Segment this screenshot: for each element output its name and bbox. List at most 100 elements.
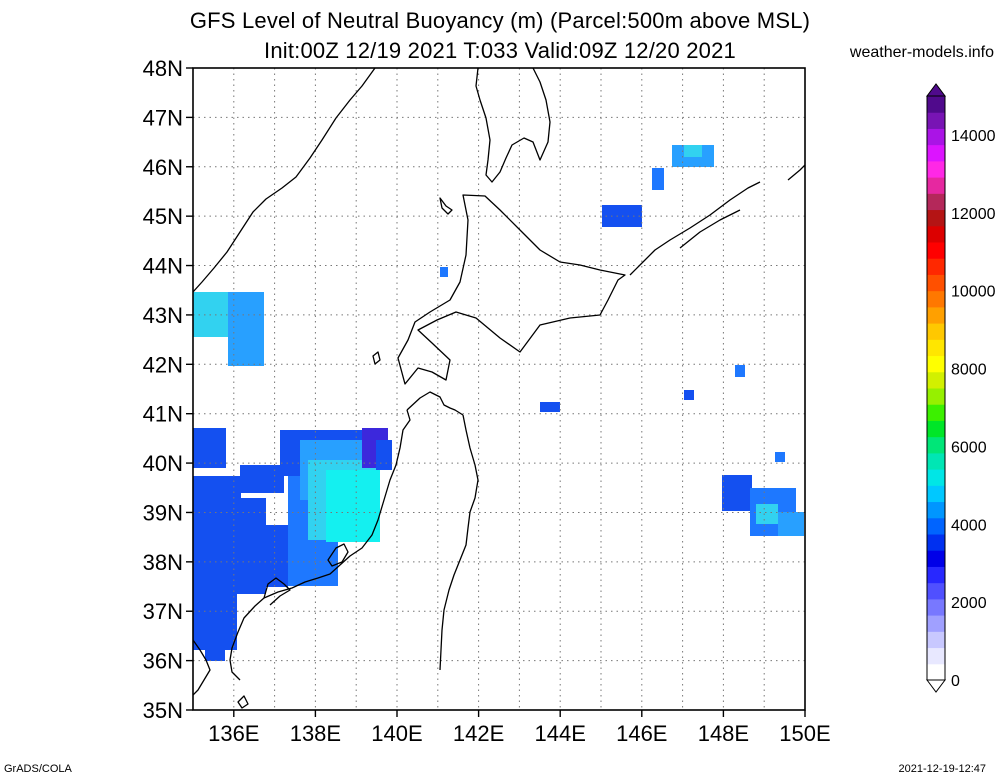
colorbar-segment [927,420,945,438]
map-frame [192,67,806,711]
colorbar-segment [927,144,945,162]
coast-okushiri [372,351,381,365]
lat-tick-label: 35N [143,698,183,723]
coast-sakhalin [475,68,551,183]
lon-tick-label: 144E [535,721,586,746]
colorbar-segment [927,209,945,227]
colorbar-label: 12000 [951,206,996,223]
colorbar-segment [927,96,945,113]
buoyancy-cell [684,390,694,400]
colorbar-segment [927,128,945,146]
lat-tick-label: 37N [143,599,183,624]
colorbar-segment [927,177,945,194]
colorbar-segment [927,550,945,567]
colorbar-segment [927,436,945,454]
colorbar-label: 0 [951,673,960,690]
buoyancy-cell [684,145,702,157]
colorbar-segment [927,615,945,632]
footer-credit: GrADS/COLA [4,763,72,775]
lat-tick-label: 45N [143,204,183,229]
buoyancy-cell [756,504,778,524]
buoyancy-cell [266,525,288,587]
buoyancy-cell [778,512,804,536]
buoyancy-cell [326,470,380,542]
longitude-axis: 136E 138E 140E 142E 144E 146E 148E 150E [208,710,831,746]
colorbar-segment [927,663,945,681]
colorbar-segment [927,274,945,292]
colorbar-segment [927,404,945,421]
colorbar-segment [927,160,945,178]
buoyancy-cell [722,475,752,511]
colorbar-label: 6000 [951,439,987,456]
coast-rishiri [439,197,453,215]
colorbar-segment [927,517,945,535]
buoyancy-shading [193,145,804,661]
colorbar-segment [927,193,945,211]
colorbar-segment [927,112,945,129]
site-credit[interactable]: weather-models.info [849,44,994,61]
colorbar-bottom-arrow [926,679,946,693]
colorbar-segment [927,452,945,470]
colorbar-label: 8000 [951,362,987,379]
buoyancy-cell [236,498,266,594]
colorbar-segment [927,306,945,324]
colorbar-segment [927,469,945,486]
lon-tick-label: 146E [616,721,667,746]
lat-tick-label: 38N [143,550,183,575]
chart-title: GFS Level of Neutral Buoyancy (m) (Parce… [189,8,811,33]
colorbar-segment [927,598,945,616]
colorbar: 0 2000 4000 6000 8000 10000 12000 14000 [926,83,996,693]
colorbar-segment [927,290,945,308]
lat-tick-label: 40N [143,451,183,476]
coast-hokkaido [397,194,626,385]
lon-tick-label: 138E [290,721,341,746]
buoyancy-cell [735,365,745,377]
lat-tick-label: 42N [143,352,183,377]
colorbar-segment [927,355,945,373]
lat-tick-label: 41N [143,402,183,427]
lat-tick-label: 48N [143,56,183,81]
colorbar-segment [927,225,945,243]
lon-tick-label: 150E [779,721,830,746]
colorbar-segment [927,566,945,584]
colorbar-segment [927,485,945,503]
lat-tick-label: 39N [143,500,183,525]
lat-tick-label: 36N [143,649,183,674]
colorbar-segment [927,258,945,275]
footer-timestamp: 2021-12-19-12:47 [898,763,986,775]
lat-tick-label: 46N [143,155,183,180]
lat-tick-label: 47N [143,105,183,130]
buoyancy-cell [240,465,284,493]
colorbar-frame [926,95,946,681]
lat-tick-label: 44N [143,254,183,279]
lon-tick-label: 148E [698,721,749,746]
colorbar-segment [927,647,945,665]
colorbar-label: 10000 [951,284,996,301]
buoyancy-cell [652,168,664,190]
chart-subtitle: Init:00Z 12/19 2021 T:033 Valid:09Z 12/2… [264,38,736,63]
colorbar-segment [927,323,945,340]
colorbar-top-arrow [926,83,946,97]
buoyancy-cell [440,267,448,277]
buoyancy-cell [775,452,785,462]
buoyancy-cell [540,402,560,412]
coast-oki [237,695,249,709]
buoyancy-cell [376,440,392,470]
coast-sado [327,543,349,567]
buoyancy-cell [193,590,237,650]
coast-korea [193,639,211,696]
lon-tick-label: 140E [371,721,422,746]
coast-north-honshu-tip [406,391,464,416]
colorbar-segment [927,582,945,600]
coast-asia-mainland [193,68,376,293]
colorbar-label: 2000 [951,595,987,612]
colorbar-label: 4000 [951,517,987,534]
latitude-axis: 48N 47N 46N 45N 44N 43N 42N 41N 40N 39N 38N 37N 36N 3… [143,56,193,723]
colorbar-segment [927,242,945,259]
lat-tick-label: 43N [143,303,183,328]
buoyancy-cell [228,292,264,366]
buoyancy-cell [193,476,241,590]
colorbar-segment [927,534,945,551]
buoyancy-cell [205,645,225,661]
